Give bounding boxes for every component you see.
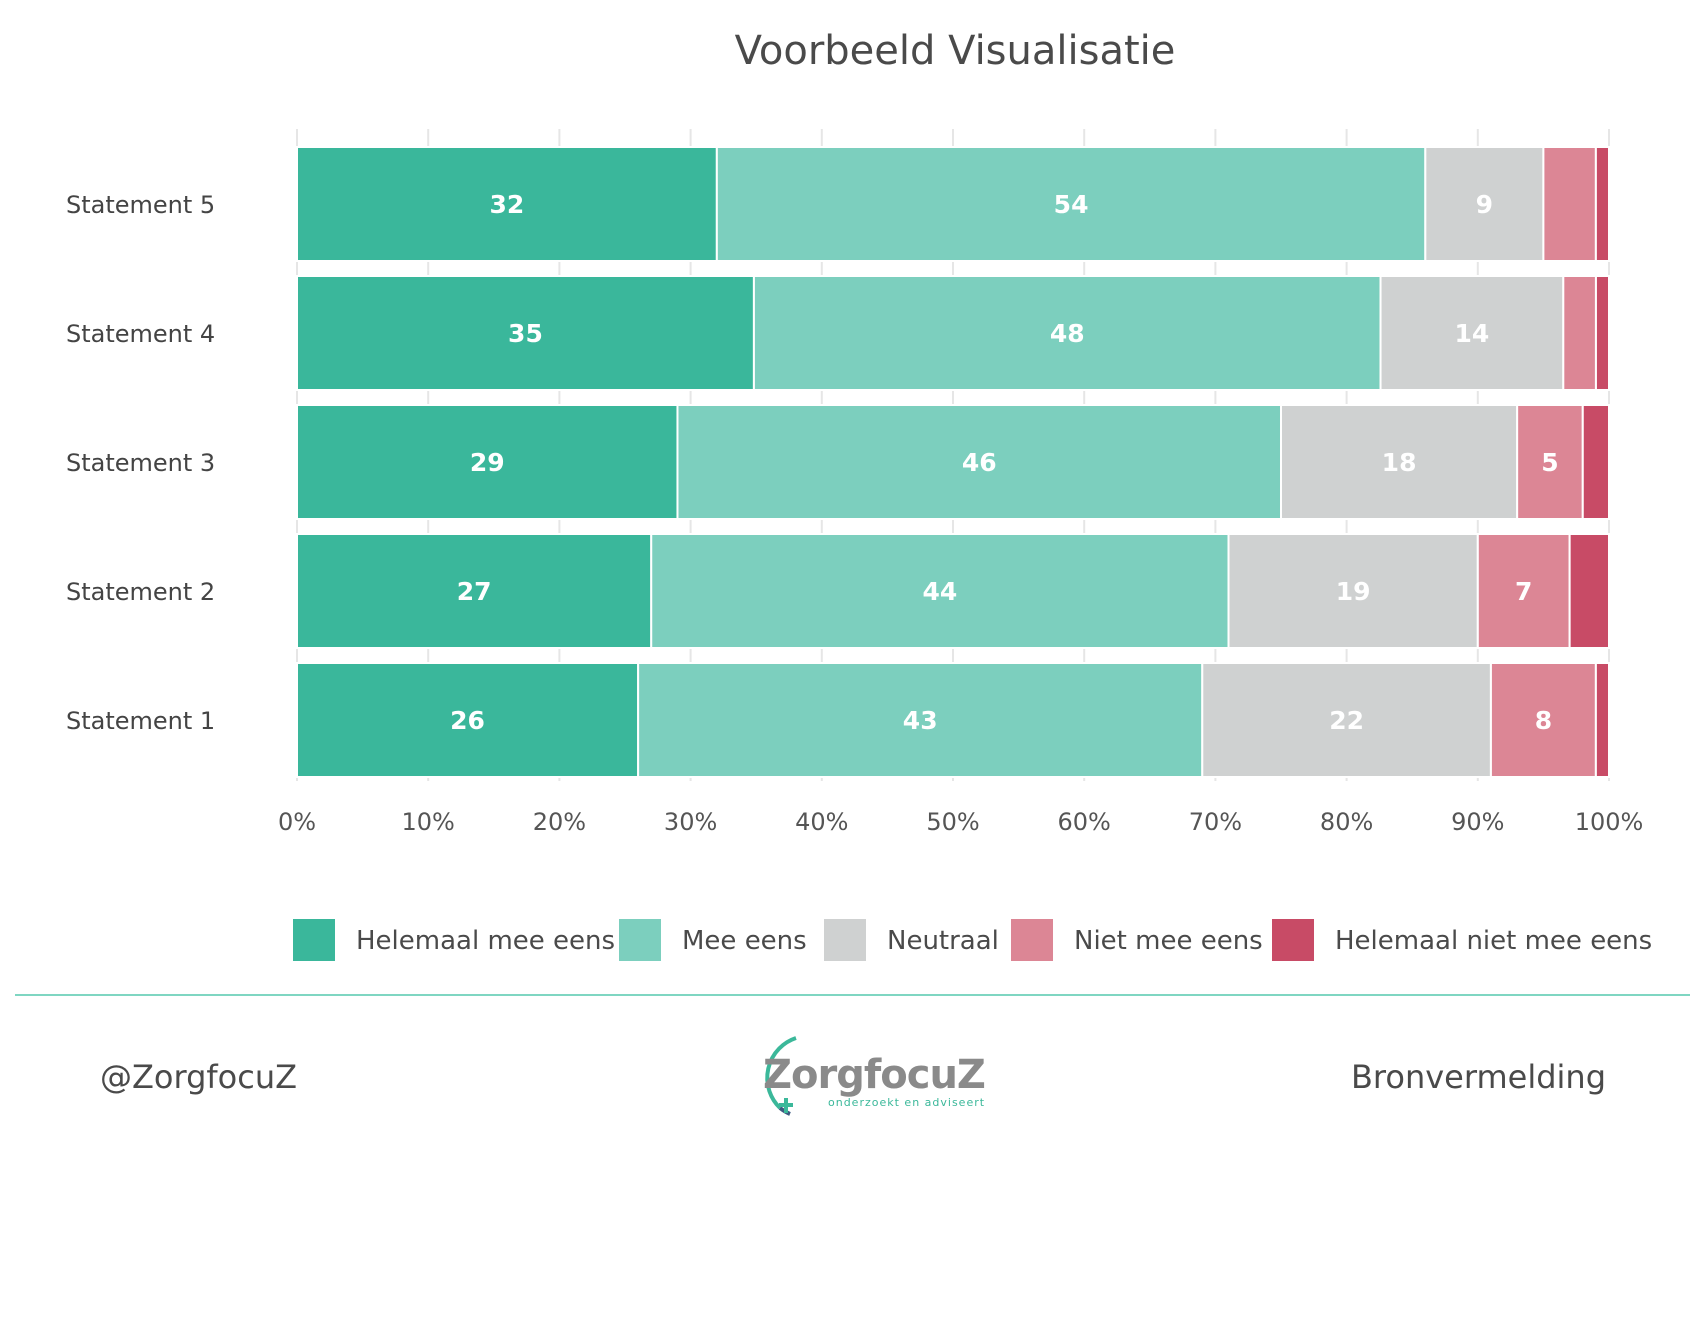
x-axis-ticks: 0% 10% 20% 30% 40% 50% 60% 70% 80% 90% 100% (278, 808, 1643, 836)
bar-segment (1227, 533, 1479, 649)
bar-value-label: 27 (457, 577, 492, 606)
bar-value-label: 44 (922, 577, 957, 606)
footer-credit: Bronvermelding (1351, 1058, 1606, 1096)
category-label: Statement 3 (66, 449, 215, 477)
chart-title: Voorbeeld Visualisatie (735, 28, 1176, 74)
bar-segment (1542, 146, 1597, 262)
bar-segment (715, 146, 1427, 262)
x-tick-label: 50% (926, 808, 979, 836)
bar-segment (296, 662, 640, 778)
category-labels: Statement 5 Statement 4 Statement 3 Stateme… (66, 191, 215, 735)
x-tick-label: 40% (795, 808, 848, 836)
bar-value-label: 32 (490, 190, 525, 219)
bar-segment (1562, 275, 1597, 391)
logo-tagline: onderzoekt en adviseert (828, 1096, 985, 1109)
bar-segment (1476, 533, 1571, 649)
legend-swatch (1272, 919, 1314, 961)
category-label: Statement 2 (66, 578, 215, 606)
legend: Helemaal mee eens Mee eens Neutraal Niet me… (293, 919, 1652, 961)
bar-value-label: 46 (962, 448, 997, 477)
bar-value-label: 7 (1515, 577, 1532, 606)
x-tick-label: 70% (1189, 808, 1242, 836)
legend-label: Helemaal niet mee eens (1335, 926, 1652, 956)
x-tick-label: 100% (1575, 808, 1644, 836)
bar-value-label: 48 (1050, 319, 1085, 348)
bar-segment (1581, 404, 1611, 520)
legend-label: Helemaal mee eens (356, 926, 615, 956)
legend-label: Niet mee eens (1074, 926, 1263, 956)
x-tick-label: 90% (1451, 808, 1504, 836)
legend-swatch (619, 919, 661, 961)
bar-segment (1280, 404, 1519, 520)
bar-value-label: 35 (508, 319, 543, 348)
bar-value-label: 18 (1382, 448, 1417, 477)
bar-segment (296, 275, 755, 391)
legend-swatch (1011, 919, 1053, 961)
bar-value-label: 8 (1535, 706, 1552, 735)
bar-segment (296, 533, 653, 649)
category-label: Statement 4 (66, 320, 215, 348)
x-tick-label: 0% (278, 808, 316, 836)
zorgfocuz-logo: ZorgfocuZ onderzoekt en adviseert (763, 1036, 986, 1116)
logo-plus-horizontal (779, 1103, 793, 1107)
category-label: Statement 1 (66, 707, 215, 735)
bar-value-label: 54 (1054, 190, 1089, 219)
bar-segment (296, 404, 679, 520)
legend-label: Mee eens (682, 926, 807, 956)
bar-segment (1489, 662, 1597, 778)
bar-segment (1516, 404, 1584, 520)
bars: 32 54 9 35 48 14 29 46 18 5 27 44 19 7 26 43 22 8 (296, 146, 1611, 778)
bar-segment (752, 275, 1382, 391)
bar-value-label: 14 (1455, 319, 1490, 348)
logo-arc (765, 1036, 797, 1110)
bar-segment (1568, 533, 1611, 649)
bar-segment (1594, 146, 1611, 262)
x-tick-label: 30% (664, 808, 717, 836)
bar-value-label: 43 (903, 706, 938, 735)
x-tick-label: 60% (1058, 808, 1111, 836)
bar-segment (1594, 275, 1611, 391)
bar-value-label: 5 (1541, 448, 1558, 477)
bar-value-label: 29 (470, 448, 505, 477)
legend-swatch (293, 919, 335, 961)
x-tick-label: 80% (1320, 808, 1373, 836)
bar-segment (296, 146, 718, 262)
bar-value-label: 22 (1329, 706, 1364, 735)
bar-value-label: 19 (1336, 577, 1371, 606)
footer-handle: @ZorgfocuZ (100, 1058, 297, 1096)
logo-wordmark: ZorgfocuZ (763, 1052, 985, 1098)
bar-segment (1594, 662, 1611, 778)
category-label: Statement 5 (66, 191, 215, 219)
bar-value-label: 9 (1476, 190, 1493, 219)
bar-segment (650, 533, 1230, 649)
bar-segment (637, 662, 1204, 778)
bar-segment (1201, 662, 1492, 778)
legend-label: Neutraal (887, 926, 999, 956)
x-tick-label: 10% (402, 808, 455, 836)
bar-segment (1379, 275, 1565, 391)
x-tick-label: 20% (533, 808, 586, 836)
bar-value-label: 26 (450, 706, 485, 735)
legend-swatch (824, 919, 866, 961)
